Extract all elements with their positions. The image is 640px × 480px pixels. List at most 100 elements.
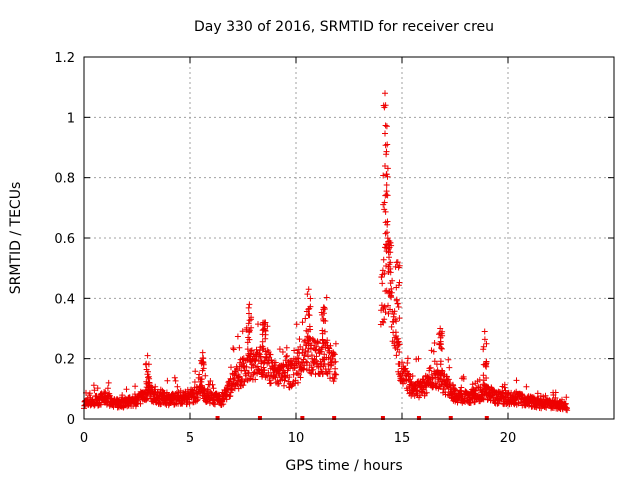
data-point <box>415 355 422 362</box>
data-point <box>320 304 327 311</box>
data-point <box>389 277 396 284</box>
data-point <box>283 344 290 351</box>
axis-marker <box>215 416 220 420</box>
data-point <box>104 385 111 392</box>
data-point <box>261 319 268 326</box>
data-point <box>379 267 386 274</box>
data-point <box>404 355 411 362</box>
data-point <box>248 314 255 321</box>
data-point <box>394 335 401 342</box>
data-point <box>384 165 391 172</box>
axis-marker <box>300 416 305 420</box>
data-point <box>284 352 290 359</box>
data-point <box>437 325 444 332</box>
data-point <box>123 386 130 393</box>
data-point <box>299 319 306 326</box>
data-point <box>246 317 253 324</box>
data-point <box>481 336 488 343</box>
data-point <box>480 343 487 350</box>
data-point <box>230 346 237 353</box>
x-tick-label: 0 <box>80 431 88 446</box>
data-point <box>105 379 112 386</box>
data-point <box>306 323 313 330</box>
x-tick-label: 15 <box>394 431 411 446</box>
data-point <box>241 378 248 385</box>
data-point <box>332 365 339 372</box>
data-point <box>400 380 406 387</box>
data-point <box>564 407 571 414</box>
data-point <box>301 351 308 358</box>
data-point <box>446 364 453 371</box>
data-point <box>380 256 387 263</box>
data-point <box>379 280 386 287</box>
y-tick-label: 0 <box>67 413 75 428</box>
data-point <box>246 301 253 308</box>
data-point <box>393 318 400 325</box>
data-point <box>102 389 109 396</box>
data-point <box>380 304 387 311</box>
data-point <box>305 328 312 335</box>
data-point <box>382 122 389 129</box>
data-point <box>209 381 216 388</box>
data-point <box>252 376 259 383</box>
data-point <box>320 310 327 317</box>
data-point <box>439 345 445 352</box>
data-point <box>437 358 444 365</box>
data-point <box>399 359 405 366</box>
data-points <box>81 90 571 420</box>
data-point <box>391 308 398 315</box>
data-point <box>239 328 246 335</box>
data-point <box>386 254 392 261</box>
data-point <box>563 394 570 401</box>
x-tick-label: 5 <box>186 431 194 446</box>
data-point <box>145 373 152 380</box>
data-point <box>385 302 391 309</box>
chart-title: Day 330 of 2016, SRMTID for receiver cre… <box>194 19 494 35</box>
x-axis-label: GPS time / hours <box>285 458 402 474</box>
data-point <box>305 353 312 360</box>
data-point <box>248 347 255 354</box>
data-point <box>172 377 179 384</box>
data-point <box>321 351 328 358</box>
data-point <box>301 362 308 369</box>
data-point <box>381 270 388 277</box>
data-point <box>467 399 474 406</box>
data-point <box>383 182 390 188</box>
data-point <box>380 319 387 326</box>
data-point <box>145 368 151 375</box>
data-point <box>283 353 290 360</box>
data-point <box>307 295 314 302</box>
data-point <box>281 382 287 389</box>
data-point <box>163 389 170 396</box>
data-point <box>396 315 403 322</box>
y-tick-label: 0.2 <box>54 353 75 368</box>
data-point <box>267 351 274 358</box>
data-point <box>196 371 203 378</box>
data-point <box>261 367 268 374</box>
data-point <box>430 348 437 355</box>
data-point <box>559 396 565 403</box>
data-point <box>382 208 389 215</box>
data-point <box>244 339 251 346</box>
data-point <box>268 380 274 387</box>
data-point <box>304 336 311 343</box>
data-point <box>279 349 286 355</box>
data-point <box>259 343 266 350</box>
data-point <box>236 344 243 351</box>
data-point <box>192 368 199 375</box>
plot-frame <box>83 56 615 420</box>
data-point <box>523 383 530 390</box>
data-point <box>382 230 389 237</box>
data-point <box>210 385 217 392</box>
data-point <box>207 378 214 384</box>
data-point <box>243 363 250 370</box>
data-point <box>562 400 569 407</box>
data-point <box>396 349 403 355</box>
data-point <box>200 365 207 372</box>
data-point <box>327 342 334 349</box>
data-point <box>160 390 167 397</box>
data-point <box>306 312 313 319</box>
data-point <box>458 384 465 391</box>
data-point <box>303 358 310 365</box>
data-point <box>380 201 387 208</box>
